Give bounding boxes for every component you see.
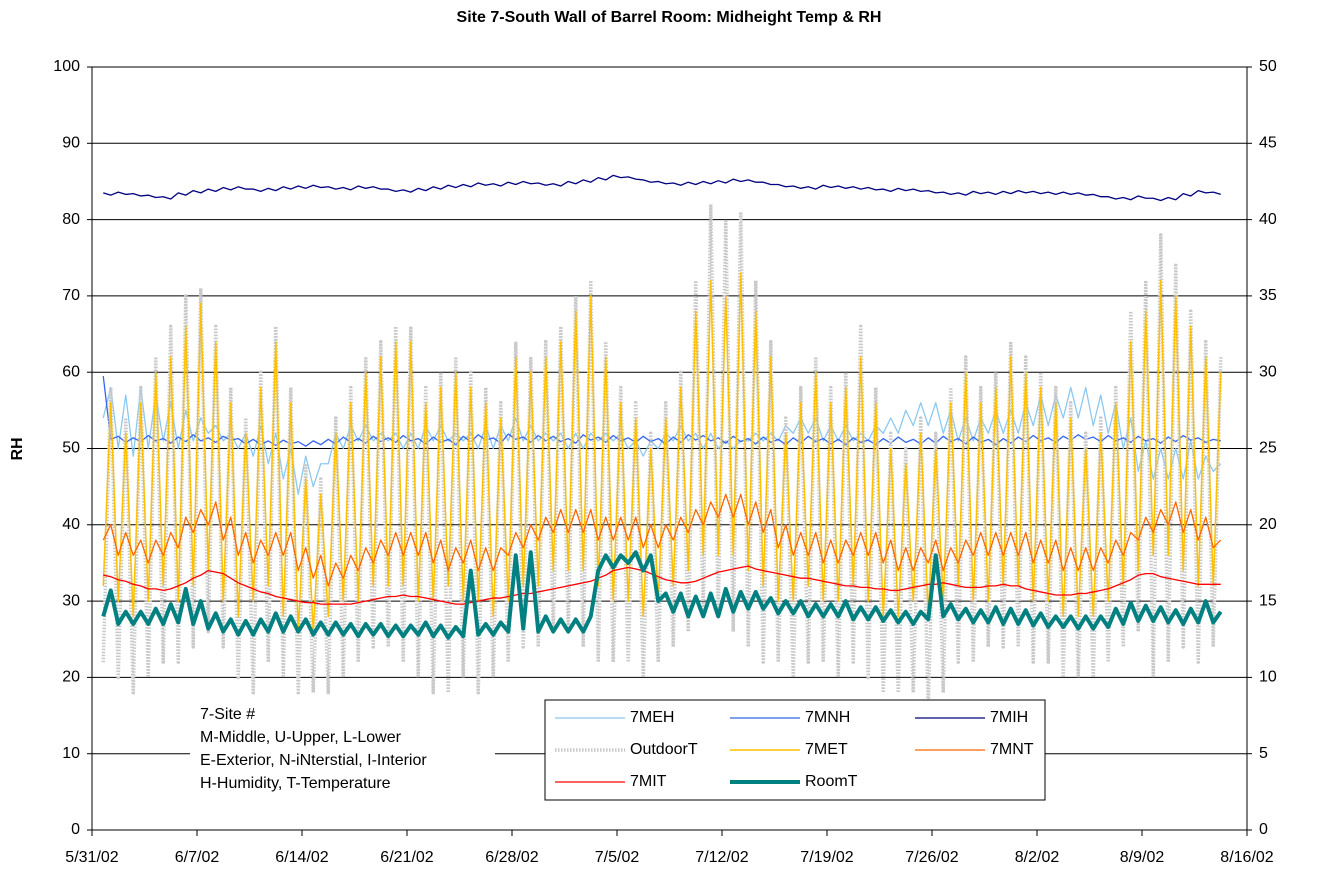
annotation-text: H-Humidity, T-Temperature [200, 775, 391, 792]
tick-labels: 0 10 20 30 40 50 60 70 80 90 100 0 5 10 15 20 25 30 35 40 45… [53, 58, 1277, 866]
annotation-background [190, 700, 495, 800]
x-tick-label: 7/19/02 [800, 849, 853, 866]
legend-label: 7MIH [990, 709, 1028, 726]
x-tick-label: 6/7/02 [175, 849, 220, 866]
legend-label: RoomT [805, 773, 858, 790]
legend-label: 7MEH [630, 709, 674, 726]
y2-tick-label: 40 [1259, 211, 1277, 228]
y-tick-label: 90 [62, 135, 80, 152]
y-tick-label: 80 [62, 211, 80, 228]
y-tick-label: 70 [62, 287, 80, 304]
x-tick-label: 8/2/02 [1015, 849, 1060, 866]
legend-label: 7MNH [805, 709, 850, 726]
legend-label: 7MNT [990, 741, 1034, 758]
legend-label: 7MIT [630, 773, 667, 790]
y-tick-label: 0 [71, 821, 80, 838]
y2-tick-label: 10 [1259, 669, 1277, 686]
series-line [101, 550, 1223, 640]
y2-tick-label: 50 [1259, 58, 1277, 75]
y2-tick-label: 25 [1259, 440, 1277, 457]
x-tick-label: 7/5/02 [595, 849, 640, 866]
series-line [103, 174, 1221, 202]
legend: 7MEH 7MNH 7MIH OutdoorT 7MET 7MNT 7MIT RoomT [544, 699, 1046, 801]
annotation-text: E-Exterior, N-iNterstial, I-Interior [200, 752, 427, 769]
y-tick-label: 10 [62, 745, 80, 762]
y2-tick-label: 20 [1259, 516, 1277, 533]
axes [91, 67, 1248, 831]
y-axis-label: RH [9, 437, 26, 460]
x-tick-label: 7/26/02 [905, 849, 958, 866]
x-tick-label: 8/16/02 [1220, 849, 1273, 866]
grid [87, 66, 1252, 836]
series-line [102, 375, 1221, 447]
y-tick-label: 50 [62, 440, 80, 457]
series-line [103, 565, 1221, 605]
y-tick-label: 100 [53, 58, 80, 75]
x-tick-label: 6/14/02 [275, 849, 328, 866]
series-line [102, 493, 1222, 587]
y2-tick-label: 15 [1259, 592, 1277, 609]
y-tick-label: 20 [62, 669, 80, 686]
y-tick-label: 30 [62, 592, 80, 609]
y2-tick-label: 30 [1259, 363, 1277, 380]
annotation-text: M-Middle, U-Upper, L-Lower [200, 729, 402, 746]
y2-tick-label: 35 [1259, 287, 1277, 304]
y2-tick-label: 45 [1259, 135, 1277, 152]
legend-label: OutdoorT [630, 741, 698, 758]
y-tick-label: 40 [62, 516, 80, 533]
y2-tick-label: 0 [1259, 821, 1268, 838]
series-line [102, 272, 1222, 633]
y-tick-label: 60 [62, 363, 80, 380]
annotation-box: 7-Site # M-Middle, U-Upper, L-Lower E-Exte… [190, 700, 495, 800]
x-tick-label: 6/28/02 [485, 849, 538, 866]
x-tick-label: 6/21/02 [380, 849, 433, 866]
legend-label: 7MET [805, 741, 848, 758]
y2-tick-label: 5 [1259, 745, 1268, 762]
chart-title: Site 7-South Wall of Barrel Room: Midhei… [457, 9, 882, 26]
plot-lines [101, 174, 1223, 710]
x-tick-label: 7/12/02 [695, 849, 748, 866]
annotation-text: 7-Site # [200, 706, 255, 723]
x-tick-label: 8/9/02 [1120, 849, 1165, 866]
x-tick-label: 5/31/02 [65, 849, 118, 866]
